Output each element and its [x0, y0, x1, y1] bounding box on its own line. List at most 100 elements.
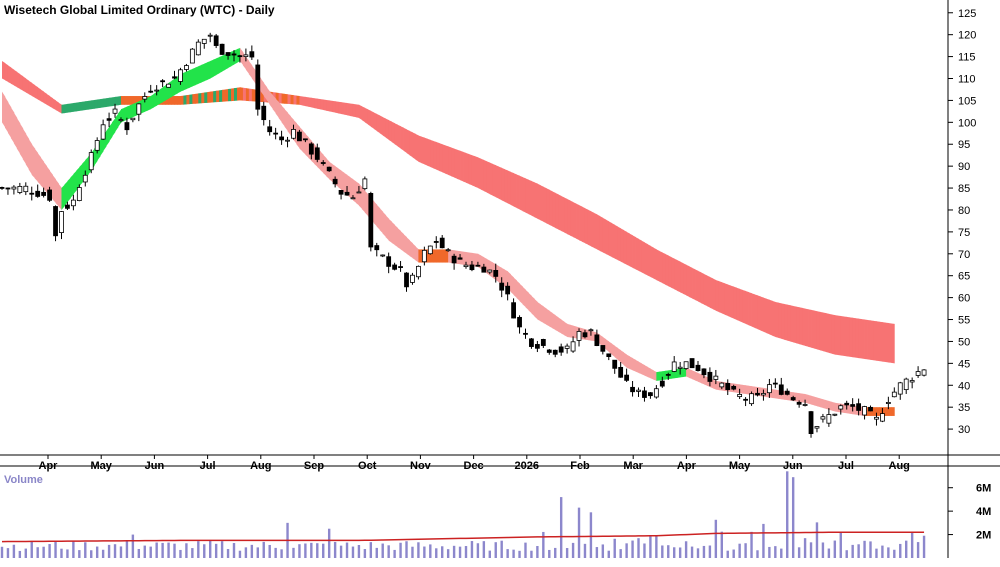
volume-bar	[304, 543, 307, 558]
candle-body	[255, 64, 261, 110]
volume-bar	[268, 544, 271, 558]
long-ema-band-segment	[320, 99, 324, 111]
short-ema-band-segment	[16, 117, 21, 154]
candle-body	[695, 364, 701, 372]
long-ema-band-segment	[364, 107, 369, 125]
candle-body	[493, 270, 499, 277]
y-tick-label: 105	[958, 95, 976, 107]
short-ema-band-segment	[477, 253, 482, 270]
long-ema-band-segment	[596, 214, 601, 251]
candle-body	[189, 48, 195, 64]
long-ema-band-segment	[335, 101, 339, 114]
short-ema-band-segment	[888, 407, 892, 416]
volume-bar	[851, 544, 854, 558]
long-ema-band-segment	[632, 235, 636, 270]
short-ema-band-segment	[819, 398, 824, 409]
x-tick-label: Jul	[838, 460, 854, 472]
long-ema-band-segment	[617, 226, 622, 262]
long-ema-band-segment	[629, 233, 633, 268]
candle-body	[320, 162, 326, 164]
short-ema-band-segment	[388, 218, 393, 243]
long-ema-band-segment	[290, 94, 294, 105]
x-tick-label: Apr	[677, 460, 697, 472]
short-ema-band-segment	[219, 55, 223, 74]
long-ema-band-segment	[763, 297, 767, 334]
candle-body	[618, 366, 624, 378]
long-ema-band-segment	[659, 250, 663, 284]
volume-bar	[238, 550, 242, 558]
candle-body	[225, 52, 231, 56]
candle-body	[529, 338, 534, 347]
long-ema-band-segment	[25, 78, 30, 95]
long-ema-band-segment	[70, 103, 74, 113]
long-ema-band-segment	[296, 95, 300, 105]
x-tick-label: Feb	[570, 460, 590, 472]
short-ema-band-segment	[186, 70, 190, 90]
volume-bar	[30, 541, 33, 558]
candle-body	[17, 186, 23, 193]
short-ema-band-segment	[305, 133, 309, 158]
volume-bar	[0, 546, 4, 558]
volume-bar	[548, 549, 551, 558]
volume-bar	[66, 549, 69, 558]
long-ema-band-segment	[576, 203, 580, 241]
candle-body	[772, 382, 778, 385]
volume-bar	[786, 471, 789, 558]
long-ema-band-segment	[781, 303, 785, 340]
long-ema-band-segment	[278, 92, 282, 104]
volume-bar	[470, 541, 474, 558]
volume-bar	[708, 545, 712, 558]
short-ema-band-segment	[742, 384, 746, 395]
candle-body	[778, 384, 784, 395]
candle-body	[755, 392, 760, 396]
candle-body	[808, 411, 814, 435]
candle-body	[404, 272, 409, 288]
long-ema-band-segment	[495, 165, 500, 199]
volume-bar	[494, 542, 497, 558]
volume-bar	[405, 541, 408, 558]
long-ema-band-segment	[888, 323, 892, 363]
long-ema-band-segment	[344, 102, 348, 116]
volume-bar	[18, 550, 22, 558]
long-ema-band-segment	[10, 67, 15, 86]
candle-body	[70, 199, 76, 207]
y-tick-label: 80	[958, 205, 970, 217]
short-ema-band-segment	[555, 315, 559, 332]
long-ema-band-segment	[293, 95, 297, 105]
long-ema-band-segment	[216, 90, 220, 103]
candle-body	[207, 34, 213, 37]
short-ema-band-segment	[418, 249, 422, 263]
long-ema-band-segment	[480, 158, 485, 192]
long-ema-band-segment	[677, 260, 681, 293]
candle-body	[862, 406, 867, 416]
long-ema-band-segment	[311, 97, 315, 109]
candle-body	[53, 206, 58, 237]
volume-bar	[661, 545, 664, 558]
short-ema-band-segment	[570, 324, 574, 338]
short-ema-band-segment	[763, 387, 767, 398]
volume-bar	[458, 546, 462, 558]
candle-body	[665, 374, 671, 376]
candle-body	[648, 392, 653, 397]
long-ema-band-segment	[540, 185, 544, 222]
volume-bar	[84, 542, 87, 558]
long-ema-band-segment	[879, 321, 883, 362]
long-ema-band-segment	[245, 88, 250, 102]
short-ema-band-segment	[683, 367, 687, 377]
volume-bar	[839, 532, 842, 558]
candle-body	[356, 191, 362, 194]
long-ema-band-segment	[754, 294, 758, 330]
long-ema-band-segment	[79, 101, 83, 111]
volume-bar	[197, 541, 200, 558]
long-ema-band-segment	[326, 99, 330, 112]
short-ema-band-segment	[775, 389, 779, 399]
candle-body	[445, 249, 451, 252]
long-ema-band-segment	[2, 60, 6, 81]
short-ema-band-segment	[828, 401, 833, 411]
long-ema-band-segment	[7, 65, 12, 84]
long-ema-band-segment	[695, 269, 699, 302]
long-ema-band-segment	[751, 293, 755, 328]
candle-body	[499, 282, 505, 291]
long-ema-band-segment	[689, 266, 693, 299]
